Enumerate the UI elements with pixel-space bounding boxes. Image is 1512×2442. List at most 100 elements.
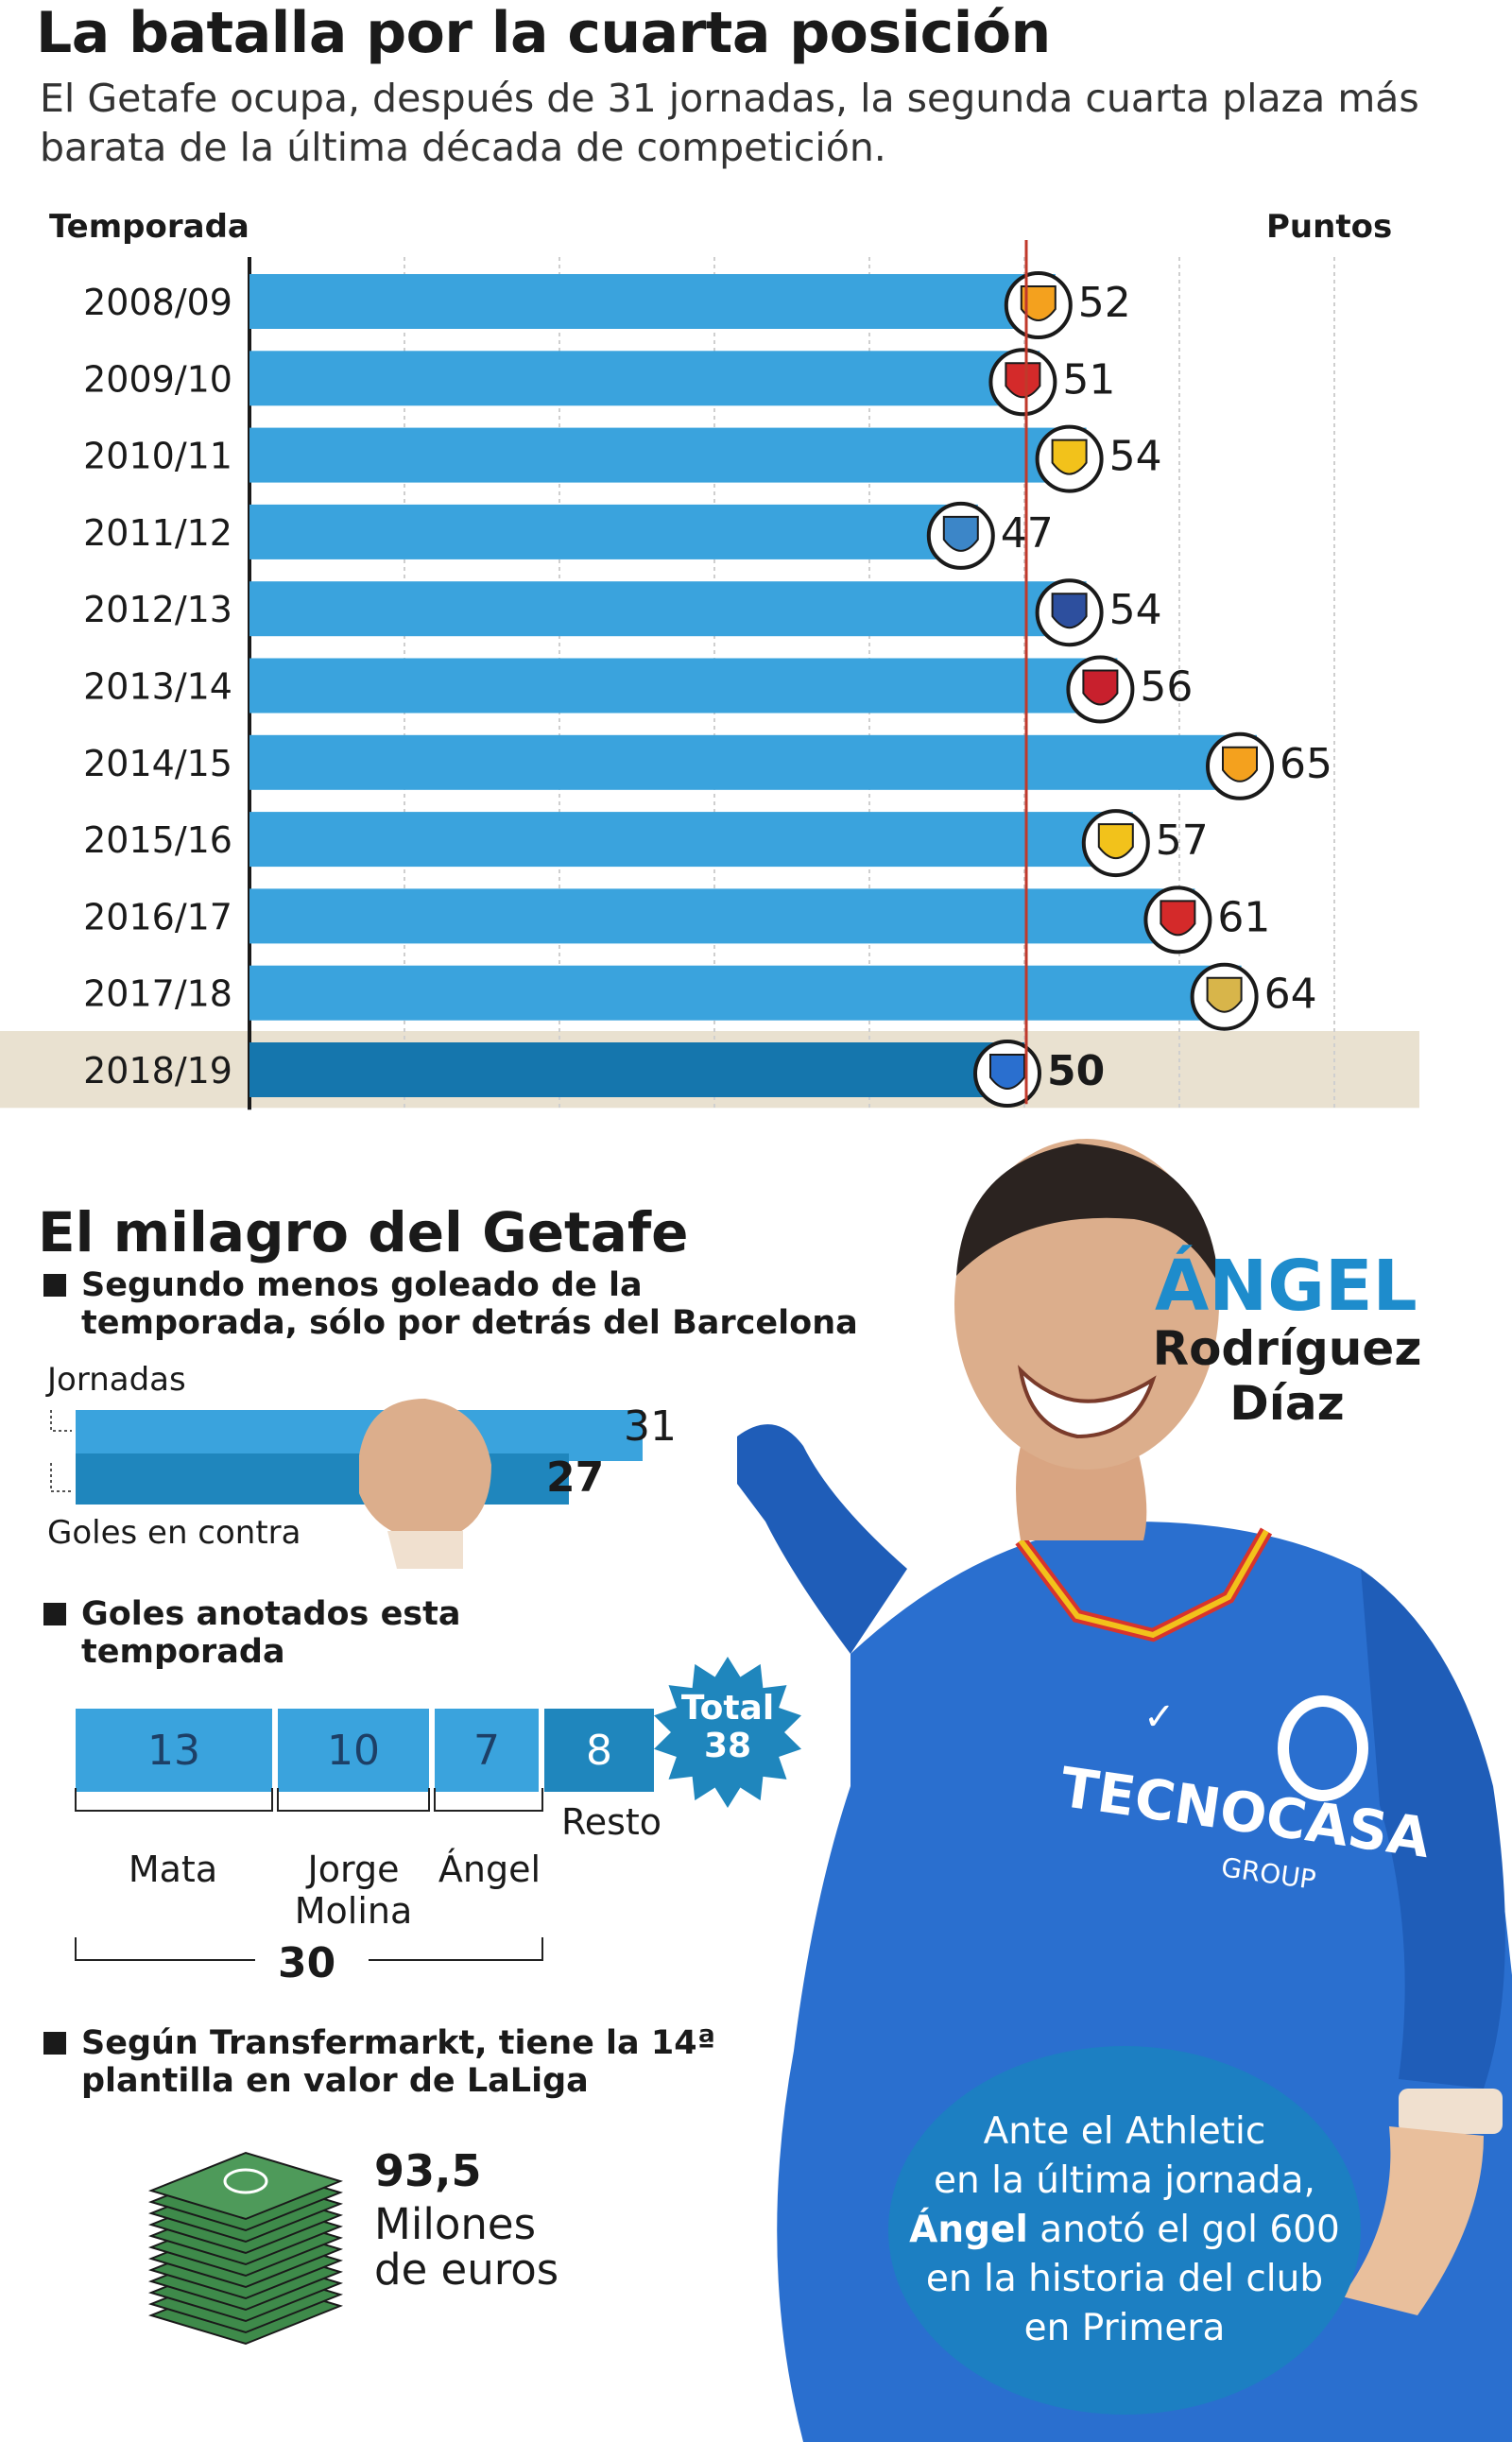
- bullet-defense-line2: temporada, sólo por detrás del Barcelona: [81, 1304, 858, 1342]
- bar-row-2017-18: 2017/18 64: [83, 962, 1317, 1031]
- value-label: 56: [1140, 663, 1193, 712]
- money-stack-icon: [147, 2151, 344, 2346]
- bracket-mata: [75, 1788, 273, 1812]
- column-header-puntos: Puntos: [1266, 208, 1393, 246]
- category-label: 2018/19: [83, 1050, 232, 1092]
- goal-segment-resto: 8: [544, 1709, 654, 1792]
- total-label: Total 38: [662, 1690, 794, 1765]
- club-crest-shape: [1005, 362, 1041, 399]
- bar: [249, 965, 1242, 1021]
- player-second-name: Rodríguez: [1152, 1321, 1422, 1376]
- bracket-bottom: [50, 1463, 72, 1492]
- bar: [249, 504, 978, 559]
- goal-segment-jorge-molina: 10: [278, 1709, 429, 1792]
- bar-row-2013-14: 2013/14 56: [83, 655, 1193, 724]
- bar-row-2016-17: 2016/17 61: [83, 886, 1270, 954]
- bullet-goals: Goles anotados esta temporada: [43, 1595, 461, 1671]
- section-title: El milagro del Getafe: [38, 1200, 689, 1264]
- value-label: 64: [1264, 971, 1317, 1019]
- bullet-value-line1: Según Transfermarkt, tiene la 14ª: [81, 2024, 716, 2062]
- note-line1: Ante el Athletic: [983, 2110, 1266, 2153]
- player-head: [954, 1139, 1219, 1540]
- bar-row-2018-19: 2018/19 50: [83, 1040, 1105, 1108]
- note-line3-rest: anotó el gol 600: [1027, 2209, 1340, 2251]
- club-crest-shape: [1206, 976, 1243, 1013]
- bracket-molina: [277, 1788, 430, 1812]
- club-crest-shape: [1222, 746, 1258, 782]
- value-unit-line1: Milones: [374, 2199, 537, 2249]
- points-bar-chart: 2008/09 52 2009/10 51 2010/11 54 2011/12 47 2012…: [0, 240, 1419, 1110]
- total-line2: 38: [703, 1727, 752, 1765]
- scorer-brackets: [75, 1788, 543, 1961]
- scorer-jorge-molina-line1: Jorge: [307, 1849, 400, 1890]
- player-fist-illustration: [359, 1399, 491, 1569]
- category-label: 2011/12: [83, 512, 232, 554]
- bullet-goals-line2: temporada: [81, 1633, 285, 1671]
- club-crest-shape: [989, 1054, 1025, 1090]
- category-label: 2009/10: [83, 358, 232, 400]
- chart-rows: 2008/09 52 2009/10 51 2010/11 54 2011/12 47 2012…: [83, 240, 1332, 1108]
- bar: [249, 351, 1040, 406]
- goles-contra-value: 27: [546, 1453, 605, 1502]
- scorer-mata: Mata: [128, 1849, 218, 1890]
- bar: [249, 427, 1087, 483]
- club-crest-shape: [1160, 900, 1196, 937]
- category-label: 2017/18: [83, 973, 232, 1015]
- value-label: 51: [1062, 355, 1115, 404]
- bracket-angel: [434, 1788, 543, 1812]
- bullet-defense: Segundo menos goleado de la temporada, s…: [43, 1266, 858, 1342]
- category-label: 2008/09: [83, 282, 232, 323]
- player-third-name: Díaz: [1229, 1376, 1345, 1431]
- value-unit-line2: de euros: [374, 2244, 559, 2295]
- scorer-angel: Ángel: [438, 1849, 541, 1890]
- value-label: 61: [1217, 893, 1270, 941]
- note-line4: en la historia del club: [925, 2258, 1324, 2300]
- page-title: La batalla por la cuarta posición: [36, 0, 1051, 66]
- bar-row-2010-11: 2010/11 54: [83, 424, 1162, 493]
- bracket-subtotal: [75, 1937, 543, 1961]
- goal-segment-mata: 13: [76, 1709, 272, 1792]
- bar: [249, 734, 1257, 790]
- shirt-brand-mark: ✓: [1143, 1695, 1176, 1739]
- bar: [249, 888, 1195, 944]
- page-subtitle: El Getafe ocupa, después de 31 jornadas,…: [40, 76, 1419, 170]
- bar: [249, 581, 1087, 637]
- value-label: 54: [1109, 586, 1162, 634]
- club-crest-shape: [1097, 823, 1134, 860]
- label-jornadas: Jornadas: [47, 1361, 186, 1399]
- note-line3: Ángel anotó el gol 600: [909, 2206, 1340, 2255]
- value-label: 50: [1047, 1047, 1105, 1095]
- jornadas-bar: [76, 1410, 643, 1461]
- scorer-jorge-molina: Jorge Molina: [278, 1849, 429, 1932]
- club-crest-shape: [1020, 285, 1057, 321]
- category-label: 2012/13: [83, 589, 232, 630]
- total-starburst: [654, 1657, 801, 1808]
- scorer-jorge-molina-line2: Molina: [294, 1890, 413, 1932]
- bar-row-2008-09: 2008/09 52: [83, 271, 1131, 339]
- bar: [249, 812, 1133, 868]
- bracket-top: [50, 1410, 72, 1432]
- bar-row-2014-15: 2014/15 65: [83, 731, 1332, 800]
- column-header-temporada: Temporada: [49, 208, 249, 246]
- value-label: 54: [1109, 433, 1162, 481]
- bar: [249, 658, 1118, 714]
- category-label: 2014/15: [83, 743, 232, 784]
- note-bubble: Ante el Athletic en la última jornada, Á…: [888, 2046, 1361, 2415]
- player-first-name: ÁNGEL: [1155, 1246, 1418, 1327]
- bar-row-2012-13: 2012/13 54: [83, 578, 1162, 647]
- bar-row-2015-16: 2015/16 57: [83, 809, 1209, 878]
- total-line1: Total: [680, 1689, 775, 1728]
- club-crest-shape: [1082, 669, 1119, 706]
- bar-row-2011-12: 2011/12 47: [83, 501, 1054, 570]
- bar-row-2009-10: 2009/10 51: [83, 348, 1115, 417]
- jornadas-value: 31: [624, 1402, 677, 1451]
- bar: [249, 274, 1056, 329]
- club-crest-shape: [1051, 593, 1088, 629]
- category-label: 2010/11: [83, 436, 232, 477]
- value-label: 52: [1078, 279, 1131, 327]
- category-label: 2013/14: [83, 666, 232, 708]
- money-symbol: [223, 2168, 268, 2194]
- category-label: 2015/16: [83, 819, 232, 861]
- starburst-shape: [654, 1657, 801, 1808]
- bullet-goals-line1: Goles anotados esta: [81, 1595, 461, 1633]
